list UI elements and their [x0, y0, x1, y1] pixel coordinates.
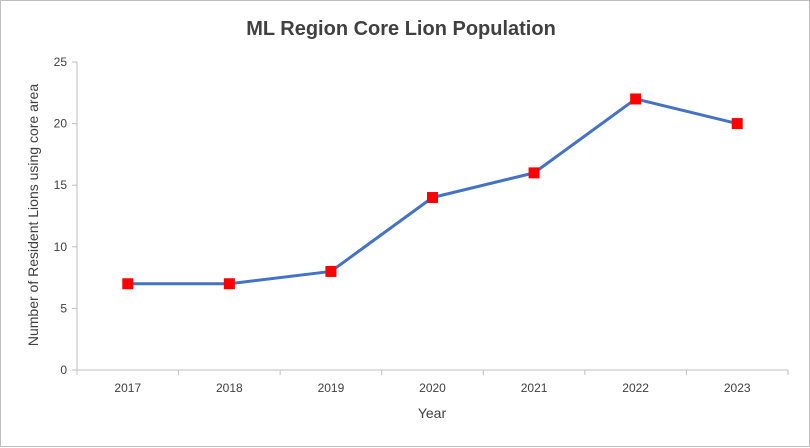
y-tick-label: 20 — [54, 117, 68, 131]
x-tick-label: 2021 — [521, 381, 548, 395]
data-point — [122, 278, 134, 290]
series-layer — [122, 93, 743, 290]
y-tick-label: 0 — [60, 363, 67, 377]
y-tick-label: 10 — [54, 240, 68, 254]
y-axis-label: Number of Resident Lions using core area — [25, 84, 41, 346]
data-point — [731, 118, 743, 130]
x-tick-label: 2017 — [114, 381, 141, 395]
data-point — [325, 265, 337, 277]
y-axis: 0 5 10 15 20 25 — [54, 55, 78, 377]
x-tick-label: 2020 — [419, 381, 446, 395]
x-axis: 2017 2018 2019 2020 2021 2022 2023 — [76, 369, 789, 395]
series-line — [127, 97, 738, 286]
x-tick-label: 2018 — [216, 381, 243, 395]
chart-title: ML Region Core Lion Population — [246, 18, 556, 40]
data-point — [223, 278, 235, 290]
y-tick-label: 15 — [54, 178, 68, 192]
x-tick-label: 2019 — [318, 381, 345, 395]
x-axis-label: Year — [418, 405, 447, 421]
data-point — [427, 192, 438, 204]
x-tick-label: 2022 — [622, 381, 649, 395]
data-point — [630, 93, 642, 105]
data-point — [528, 167, 540, 179]
y-tick-label: 5 — [60, 301, 67, 315]
x-tick-label: 2023 — [724, 381, 751, 395]
y-tick-label: 25 — [54, 55, 68, 69]
